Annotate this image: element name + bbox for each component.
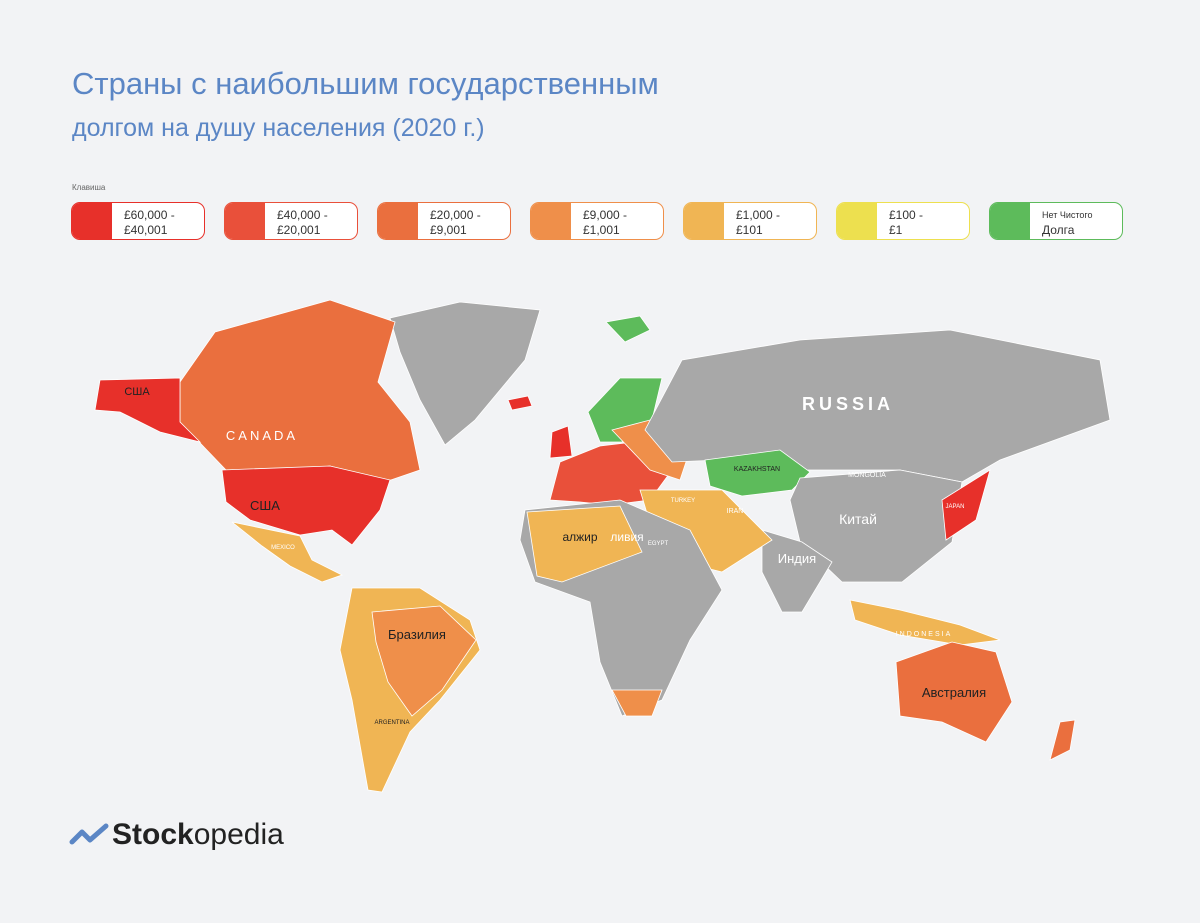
greenland [389,301,541,446]
legend-label-line: £40,000 - [277,208,328,222]
legend-label: £9,000 - £1,001 [583,208,627,238]
legend-item: £20,000 - £9,001 [377,202,511,240]
canada [179,299,421,483]
mexico [231,521,344,583]
southeast-asia [849,599,1001,646]
legend-label-line: £20,001 [277,223,321,237]
uk [549,425,573,459]
legend-item: £9,000 - £1,001 [530,202,664,240]
map-label: США [250,498,280,513]
legend-caption: Клавиша [72,183,106,192]
kazakhstan [704,449,811,497]
china-mongolia [789,469,963,583]
map-label: IRAN [727,508,744,515]
logo: Stock opedia [68,818,284,852]
legend-swatch [531,203,571,239]
legend-label-line: £20,000 - [430,208,481,222]
india [761,529,833,613]
map-label: ливия [610,530,643,544]
legend-label-line: Долга [1042,223,1075,237]
japan [941,469,991,541]
countries [94,299,1111,793]
logo-text-bold: Stock [112,818,194,851]
map-label: США [124,386,150,398]
legend-label-line: £9,000 - [583,208,628,222]
map-label: Индия [778,551,816,566]
legend-label-line: £60,000 - [124,208,175,222]
alaska [94,377,202,443]
eastern-europe [611,419,691,481]
map-label: TURKEY [671,498,695,504]
legend-label: Нет Чистого Долга [1042,208,1092,238]
australia [895,641,1013,743]
legend-item: £100 - £1 [836,202,970,240]
map-label: Китай [839,511,877,527]
map-label: ARGENTINA [374,720,409,726]
legend-swatch [225,203,265,239]
iceland [507,395,533,411]
legend-item: £1,000 - £101 [683,202,817,240]
logo-icon [69,823,109,845]
legend-label: £40,000 - £20,001 [277,208,328,238]
map-label: INDONESIA [896,631,953,638]
svalbard [605,315,651,343]
map-label: MEXICO [271,545,295,551]
legend-item: £60,000 - £40,001 [71,202,205,240]
logo-text: opedia [193,818,284,851]
map-label: MONGOLIA [848,472,886,479]
legend-label: £60,000 - £40,001 [124,208,175,238]
map-label: JAPAN [946,504,965,510]
legend-swatch [990,203,1030,239]
legend-label-line: £1 [889,223,903,237]
new-zealand [1049,719,1076,761]
map-label: Бразилия [388,627,446,642]
south-africa [611,689,663,717]
legend-label-line: £1,001 [583,223,620,237]
legend-swatch [72,203,112,239]
legend-label-line: £101 [736,223,763,237]
legend-label: £1,000 - £101 [736,208,780,238]
legend-item: £40,000 - £20,001 [224,202,358,240]
legend-label-line: Нет Чистого [1042,210,1093,220]
legend-label-line: £100 - [889,208,924,222]
legend-label-line: £40,001 [124,223,168,237]
legend-swatch [837,203,877,239]
subtitle: долгом на душу населения (2020 г.) [72,114,485,142]
legend-label: £100 - £1 [889,208,923,238]
legend-label-line: £1,000 - [736,208,781,222]
north-africa [526,505,643,583]
usa [221,465,391,546]
map-label: CANADA [226,428,298,443]
title: Страны с наибольшим государственным [72,66,659,101]
legend-label-line: £9,001 [430,223,467,237]
legend-item: Нет Чистого Долга [989,202,1123,240]
map-labels: США CANADA США RUSSIA Китай Индия Бразил… [124,386,986,726]
legend-swatch [378,203,418,239]
legend-swatch [684,203,724,239]
legend-label: £20,000 - £9,001 [430,208,481,238]
brazil [371,605,477,717]
map-label: алжир [562,530,597,544]
map-label: KAZAKHSTAN [734,466,780,473]
map-label: RUSSIA [802,394,894,414]
map-label: EGYPT [648,541,669,547]
map-label: Австралия [922,685,986,700]
